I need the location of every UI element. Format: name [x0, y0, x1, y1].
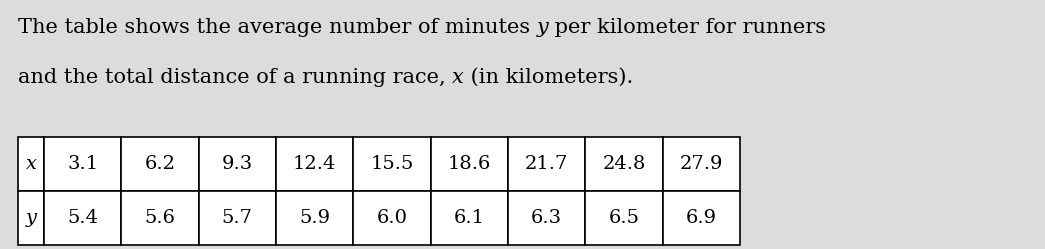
- Bar: [663, 191, 740, 245]
- Text: 21.7: 21.7: [525, 155, 568, 173]
- Bar: [508, 191, 585, 245]
- Text: 6.0: 6.0: [376, 209, 408, 227]
- Text: per kilometer for runners: per kilometer for runners: [549, 18, 827, 37]
- Bar: [121, 137, 199, 191]
- Text: 5.9: 5.9: [299, 209, 330, 227]
- Bar: [663, 137, 740, 191]
- Text: y: y: [537, 18, 549, 37]
- Text: 27.9: 27.9: [679, 155, 723, 173]
- Bar: [18, 191, 44, 245]
- Text: y: y: [25, 209, 37, 227]
- Text: The table shows the average number of minutes: The table shows the average number of mi…: [18, 18, 537, 37]
- Bar: [18, 137, 44, 191]
- Text: x: x: [25, 155, 37, 173]
- Bar: [44, 137, 121, 191]
- Bar: [431, 137, 508, 191]
- Text: 9.3: 9.3: [222, 155, 253, 173]
- Text: 6.5: 6.5: [608, 209, 640, 227]
- Text: and the total distance of a running race,: and the total distance of a running race…: [18, 68, 452, 87]
- Bar: [585, 137, 663, 191]
- Text: (in kilometers).: (in kilometers).: [464, 68, 633, 87]
- Bar: [585, 191, 663, 245]
- Text: 6.1: 6.1: [454, 209, 485, 227]
- Text: 5.7: 5.7: [222, 209, 253, 227]
- Bar: [276, 191, 353, 245]
- Text: 3.1: 3.1: [67, 155, 98, 173]
- Text: 15.5: 15.5: [370, 155, 414, 173]
- Text: 24.8: 24.8: [602, 155, 646, 173]
- Text: 6.9: 6.9: [686, 209, 717, 227]
- Text: 18.6: 18.6: [447, 155, 491, 173]
- Text: 5.6: 5.6: [144, 209, 176, 227]
- Text: 6.3: 6.3: [531, 209, 562, 227]
- Bar: [121, 191, 199, 245]
- Bar: [199, 191, 276, 245]
- Text: 5.4: 5.4: [67, 209, 98, 227]
- Bar: [353, 191, 431, 245]
- Text: 6.2: 6.2: [144, 155, 176, 173]
- Bar: [44, 191, 121, 245]
- Bar: [199, 137, 276, 191]
- Bar: [276, 137, 353, 191]
- Bar: [431, 191, 508, 245]
- Text: x: x: [452, 68, 464, 87]
- Text: 12.4: 12.4: [293, 155, 336, 173]
- Bar: [508, 137, 585, 191]
- Bar: [353, 137, 431, 191]
